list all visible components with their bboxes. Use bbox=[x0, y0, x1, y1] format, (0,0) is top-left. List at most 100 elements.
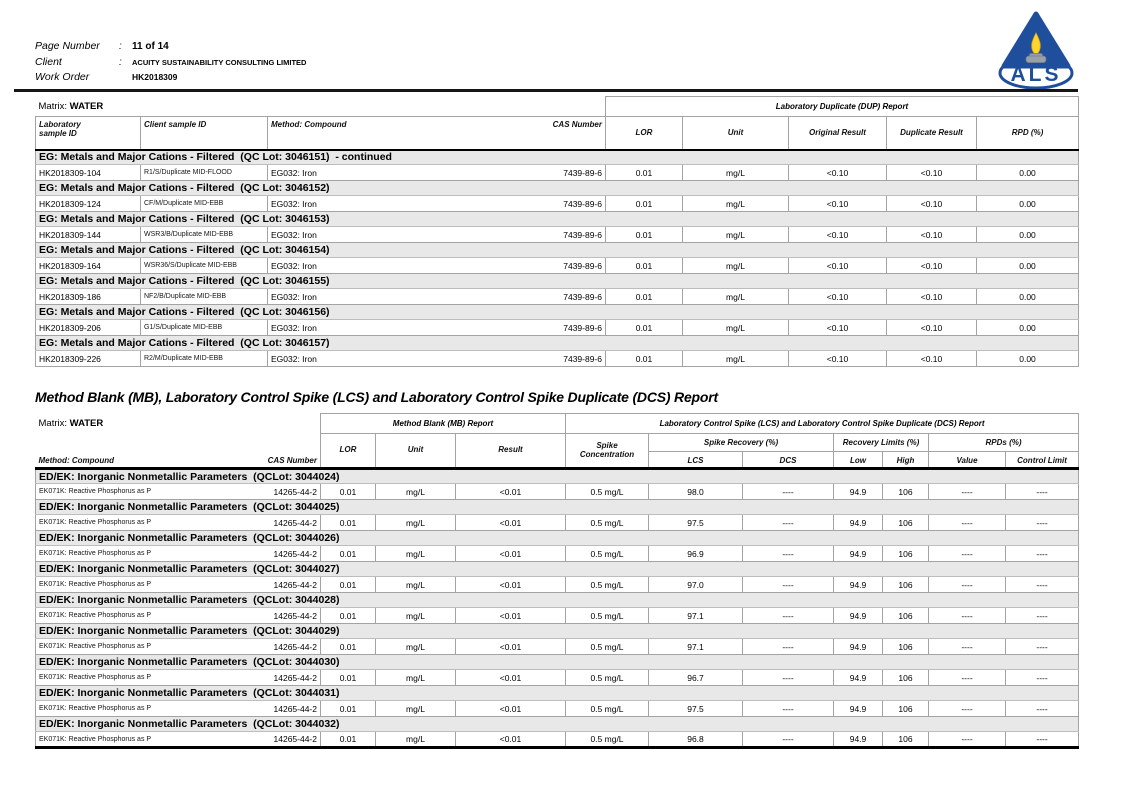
recovery-low-cell: 94.9 bbox=[833, 514, 883, 531]
unit-cell: mg/L bbox=[375, 576, 456, 593]
client-value: ACUITY SUSTAINABILITY CONSULTING LIMITED bbox=[132, 57, 307, 67]
col-client-sample-id: Client sample ID bbox=[140, 116, 268, 151]
col-unit: Unit bbox=[682, 116, 789, 151]
spike-concentration-cell: 0.5 mg/L bbox=[565, 576, 649, 593]
col-low: Low bbox=[833, 451, 883, 470]
lab-sample-id-cell: HK2018309-124 bbox=[35, 195, 141, 212]
qc-lot-section-title: EG: Metals and Major Cations - Filtered … bbox=[34, 304, 1080, 320]
unit-cell: mg/L bbox=[682, 350, 789, 367]
table-row: EK071K: Reactive Phosphorus as P 14265-44… bbox=[35, 607, 1080, 624]
qc-lot-section-title: ED/EK: Inorganic Nonmetallic Parameters … bbox=[34, 654, 1080, 670]
recovery-high-cell: 106 bbox=[882, 514, 929, 531]
lor-cell: 0.01 bbox=[320, 483, 376, 500]
spike-line1: Spike bbox=[596, 440, 618, 450]
result-cell: <0.01 bbox=[455, 576, 566, 593]
dcs-recovery-cell: ---- bbox=[742, 731, 834, 749]
qc-lot-section-title: EG: Metals and Major Cations - Filtered … bbox=[34, 180, 1080, 196]
qc-lot-section-title: EG: Metals and Major Cations - Filtered … bbox=[34, 273, 1080, 289]
lor-cell: 0.01 bbox=[605, 350, 683, 367]
cas-number-cell: 14265-44-2 bbox=[255, 607, 321, 624]
recovery-low-cell: 94.9 bbox=[833, 669, 883, 686]
rpd-value-cell: ---- bbox=[928, 483, 1006, 500]
lab-sample-id-cell: HK2018309-226 bbox=[35, 350, 141, 367]
lor-cell: 0.01 bbox=[320, 576, 376, 593]
rpd-control-limit-cell: ---- bbox=[1004, 669, 1080, 686]
method-compound-cell: EG032: Iron bbox=[267, 350, 506, 367]
table-row: EK071K: Reactive Phosphorus as P 14265-44… bbox=[35, 669, 1080, 686]
col-spike-concentration: Spike Concentration bbox=[565, 433, 649, 470]
lcs-recovery-cell: 97.1 bbox=[648, 607, 743, 624]
dup-span-header-row: Matrix: WATER Laboratory Duplicate (DUP)… bbox=[36, 96, 1080, 117]
spike-concentration-cell: 0.5 mg/L bbox=[565, 545, 649, 562]
cas-number-cell: 14265-44-2 bbox=[255, 669, 321, 686]
duplicate-result-cell: <0.10 bbox=[886, 288, 977, 305]
spike-concentration-cell: 0.5 mg/L bbox=[565, 483, 649, 500]
col-unit: Unit bbox=[375, 433, 456, 470]
spike-concentration-cell: 0.5 mg/L bbox=[565, 700, 649, 717]
recovery-low-cell: 94.9 bbox=[833, 545, 883, 562]
spike-concentration-cell: 0.5 mg/L bbox=[565, 638, 649, 655]
client-sample-id-cell: WSR36/S/Duplicate MID-EBB bbox=[140, 257, 268, 274]
method-compound-cell: EG032: Iron bbox=[267, 319, 506, 336]
col-lab-line1: Laboratory bbox=[39, 120, 81, 129]
lcs-recovery-cell: 97.5 bbox=[648, 700, 743, 717]
header-divider bbox=[14, 89, 1078, 92]
lor-cell: 0.01 bbox=[320, 700, 376, 717]
cas-number-cell: 7439-89-6 bbox=[505, 350, 606, 367]
qc-lot-section-row: ED/EK: Inorganic Nonmetallic Parameters … bbox=[34, 530, 1080, 546]
rpd-value-cell: ---- bbox=[928, 700, 1006, 717]
col-lor: LOR bbox=[605, 116, 683, 151]
method-compound-cell: EK071K: Reactive Phosphorus as P bbox=[35, 607, 256, 624]
qc-lot-section-row: ED/EK: Inorganic Nonmetallic Parameters … bbox=[34, 685, 1080, 701]
header-row-work-order: Work Order HK2018309 bbox=[35, 70, 306, 86]
recovery-low-cell: 94.9 bbox=[833, 638, 883, 655]
qc-lot-section-row: ED/EK: Inorganic Nonmetallic Parameters … bbox=[34, 592, 1080, 608]
qc-lot-section-title: EG: Metals and Major Cations - Filtered … bbox=[34, 211, 1080, 227]
table-row: HK2018309-226 R2/M/Duplicate MID-EBB EG032… bbox=[35, 350, 1080, 367]
recovery-high-cell: 106 bbox=[882, 669, 929, 686]
rpd-control-limit-cell: ---- bbox=[1004, 514, 1080, 531]
logo-text: ALS bbox=[1011, 63, 1062, 86]
table-row: EK071K: Reactive Phosphorus as P 14265-44… bbox=[35, 576, 1080, 593]
qc-lot-section-title: EG: Metals and Major Cations - Filtered … bbox=[34, 149, 1080, 165]
client-sample-id-cell: WSR3/B/Duplicate MID-EBB bbox=[140, 226, 268, 243]
method-compound-cell: EK071K: Reactive Phosphorus as P bbox=[35, 638, 256, 655]
lor-cell: 0.01 bbox=[605, 195, 683, 212]
qc-lot-section-title: EG: Metals and Major Cations - Filtered … bbox=[34, 242, 1080, 258]
method-compound-cell: EG032: Iron bbox=[267, 164, 506, 181]
client-sample-id-cell: G1/S/Duplicate MID-EBB bbox=[140, 319, 268, 336]
rpd-control-limit-cell: ---- bbox=[1004, 576, 1080, 593]
spacer-cell bbox=[36, 434, 321, 452]
lab-sample-id-cell: HK2018309-164 bbox=[35, 257, 141, 274]
matrix-label: Matrix: bbox=[38, 418, 68, 429]
method-compound-cell: EK071K: Reactive Phosphorus as P bbox=[35, 700, 256, 717]
als-logo: ALS bbox=[998, 11, 1074, 90]
recovery-high-cell: 106 bbox=[882, 638, 929, 655]
qc-lot-section-row: ED/EK: Inorganic Nonmetallic Parameters … bbox=[34, 499, 1080, 515]
cas-number-cell: 7439-89-6 bbox=[505, 319, 606, 336]
unit-cell: mg/L bbox=[375, 700, 456, 717]
table-row: EK071K: Reactive Phosphorus as P 14265-44… bbox=[35, 514, 1080, 531]
lcs-recovery-cell: 97.0 bbox=[648, 576, 743, 593]
lab-sample-id-cell: HK2018309-206 bbox=[35, 319, 141, 336]
lcs-recovery-cell: 98.0 bbox=[648, 483, 743, 500]
qc-lot-section-title: ED/EK: Inorganic Nonmetallic Parameters … bbox=[34, 561, 1080, 577]
qc-lot-section-title: ED/EK: Inorganic Nonmetallic Parameters … bbox=[34, 685, 1080, 701]
cas-number-cell: 14265-44-2 bbox=[255, 638, 321, 655]
table-row: HK2018309-144 WSR3/B/Duplicate MID-EBB EG0… bbox=[35, 226, 1080, 243]
mb-report-table: Matrix: WATER Method Blank (MB) Report L… bbox=[34, 413, 1080, 749]
rpd-value-cell: ---- bbox=[928, 545, 1006, 562]
client-sample-id-cell: R2/M/Duplicate MID-EBB bbox=[140, 350, 268, 367]
qc-lot-section-row: ED/EK: Inorganic Nonmetallic Parameters … bbox=[34, 716, 1080, 732]
duplicate-result-cell: <0.10 bbox=[886, 257, 977, 274]
method-compound-cell: EG032: Iron bbox=[267, 288, 506, 305]
col-lcs: LCS bbox=[648, 451, 743, 470]
lcs-recovery-cell: 96.9 bbox=[648, 545, 743, 562]
original-result-cell: <0.10 bbox=[788, 319, 887, 336]
client-sample-id-cell: CF/M/Duplicate MID-EBB bbox=[140, 195, 268, 212]
qc-lot-section-title: ED/EK: Inorganic Nonmetallic Parameters … bbox=[34, 499, 1080, 515]
recovery-high-cell: 106 bbox=[882, 607, 929, 624]
qc-lot-section-row: EG: Metals and Major Cations - Filtered … bbox=[34, 242, 1080, 258]
original-result-cell: <0.10 bbox=[788, 288, 887, 305]
